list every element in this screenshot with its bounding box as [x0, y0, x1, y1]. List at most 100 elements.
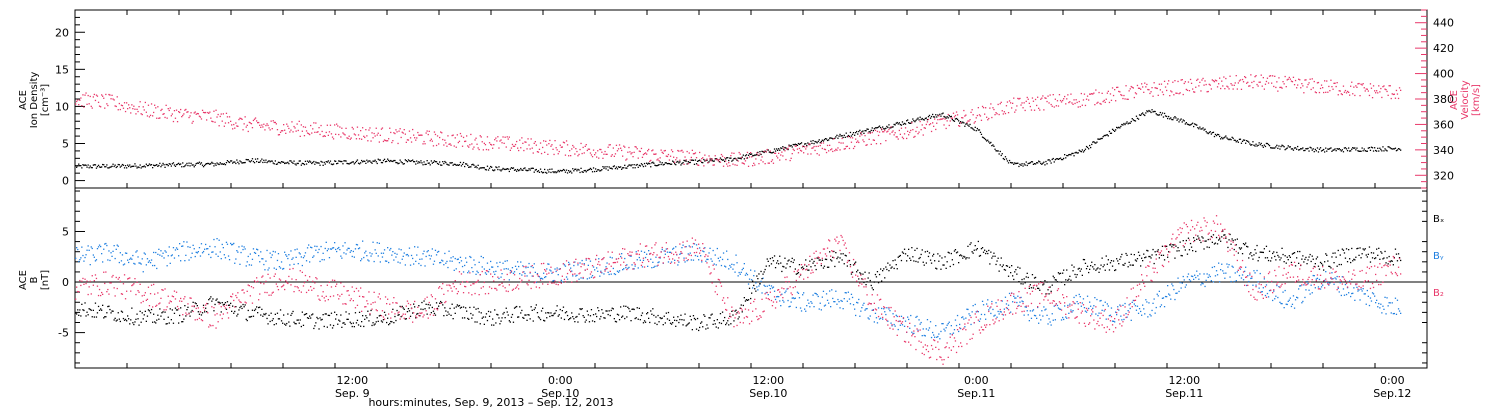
velocity-point — [559, 144, 561, 146]
density-point — [451, 162, 453, 164]
velocity-point — [1034, 98, 1037, 101]
density-point — [212, 162, 214, 164]
bx-point — [702, 326, 704, 328]
by-point — [1043, 306, 1045, 308]
density-point — [354, 162, 357, 164]
density-point — [274, 160, 276, 162]
velocity-point — [1150, 91, 1152, 93]
by-point — [636, 259, 638, 261]
by-point — [877, 307, 880, 309]
velocity-point — [422, 143, 424, 145]
by-point — [169, 262, 171, 264]
bx-point — [895, 264, 897, 266]
velocity-point — [837, 147, 839, 149]
bx-point — [453, 307, 455, 309]
bx-point — [692, 315, 695, 317]
by-point — [223, 254, 225, 256]
velocity-point — [215, 109, 217, 111]
by-point — [607, 271, 609, 273]
velocity-point — [338, 133, 340, 136]
density-point — [570, 170, 572, 172]
velocity-point — [117, 109, 119, 111]
velocity-point — [465, 140, 467, 142]
velocity-point — [296, 123, 298, 125]
density-point — [144, 166, 146, 168]
density-point — [446, 163, 448, 165]
velocity-point — [1380, 87, 1382, 90]
bx-point — [846, 265, 848, 267]
by-point — [1293, 307, 1296, 309]
by-point — [97, 246, 100, 248]
density-point — [884, 128, 886, 130]
velocity-point — [170, 115, 172, 117]
bx-point — [1056, 281, 1059, 283]
bx-point — [431, 306, 433, 309]
bx-point — [429, 304, 431, 306]
bx-point — [200, 314, 203, 316]
velocity-point — [899, 133, 901, 135]
density-point — [1359, 150, 1361, 152]
bx-point — [373, 324, 375, 326]
by-point — [1022, 301, 1024, 303]
density-point — [156, 164, 158, 166]
density-point — [472, 163, 474, 165]
velocity-point — [420, 134, 422, 136]
bx-point — [561, 310, 563, 312]
velocity-point — [720, 153, 723, 156]
by-point — [836, 303, 838, 305]
bx-point — [129, 323, 131, 325]
velocity-point — [84, 94, 86, 96]
by-point — [1094, 297, 1096, 299]
by-point — [1020, 296, 1022, 299]
velocity-point — [1334, 82, 1336, 84]
by-point — [323, 259, 325, 261]
bx-point — [399, 305, 401, 308]
by-point — [493, 271, 495, 273]
by-point — [540, 277, 543, 279]
velocity-point — [689, 159, 691, 161]
density-point — [185, 164, 187, 166]
bx-point — [579, 308, 581, 310]
by-point — [1138, 308, 1141, 310]
velocity-point — [832, 150, 834, 153]
by-point — [1250, 277, 1252, 280]
velocity-point — [406, 139, 409, 141]
density-point — [871, 127, 873, 129]
bx-point — [468, 318, 470, 320]
by-point — [678, 261, 680, 263]
density-point — [757, 151, 759, 154]
density-point — [302, 163, 305, 165]
by-point — [207, 248, 209, 250]
by-point — [711, 260, 713, 262]
by-point — [725, 266, 727, 268]
velocity-point — [935, 128, 937, 131]
velocity-point — [163, 113, 165, 115]
bx-point — [305, 313, 308, 315]
velocity-point — [913, 136, 915, 138]
density-point — [562, 168, 565, 171]
density-point — [602, 166, 604, 168]
bx-point — [607, 313, 609, 316]
bx-point — [890, 267, 892, 269]
velocity-point — [1075, 99, 1077, 101]
density-point — [712, 160, 714, 162]
by-point — [1100, 299, 1102, 302]
velocity-point — [1054, 98, 1056, 100]
by-point — [1133, 303, 1135, 305]
by-point — [887, 320, 889, 322]
bx-point — [76, 313, 78, 315]
by-point — [346, 249, 348, 251]
bx-point — [1059, 272, 1062, 274]
density-point — [191, 164, 193, 166]
bx-point — [873, 281, 875, 283]
velocity-point — [891, 131, 893, 133]
density-point — [831, 137, 833, 139]
by-point — [989, 307, 991, 309]
velocity-point — [266, 123, 268, 125]
density-point — [724, 160, 726, 163]
by-point — [444, 252, 446, 255]
by-point — [637, 267, 639, 269]
density-point — [1223, 137, 1225, 139]
density-point — [1271, 147, 1273, 149]
velocity-point — [1011, 107, 1013, 109]
